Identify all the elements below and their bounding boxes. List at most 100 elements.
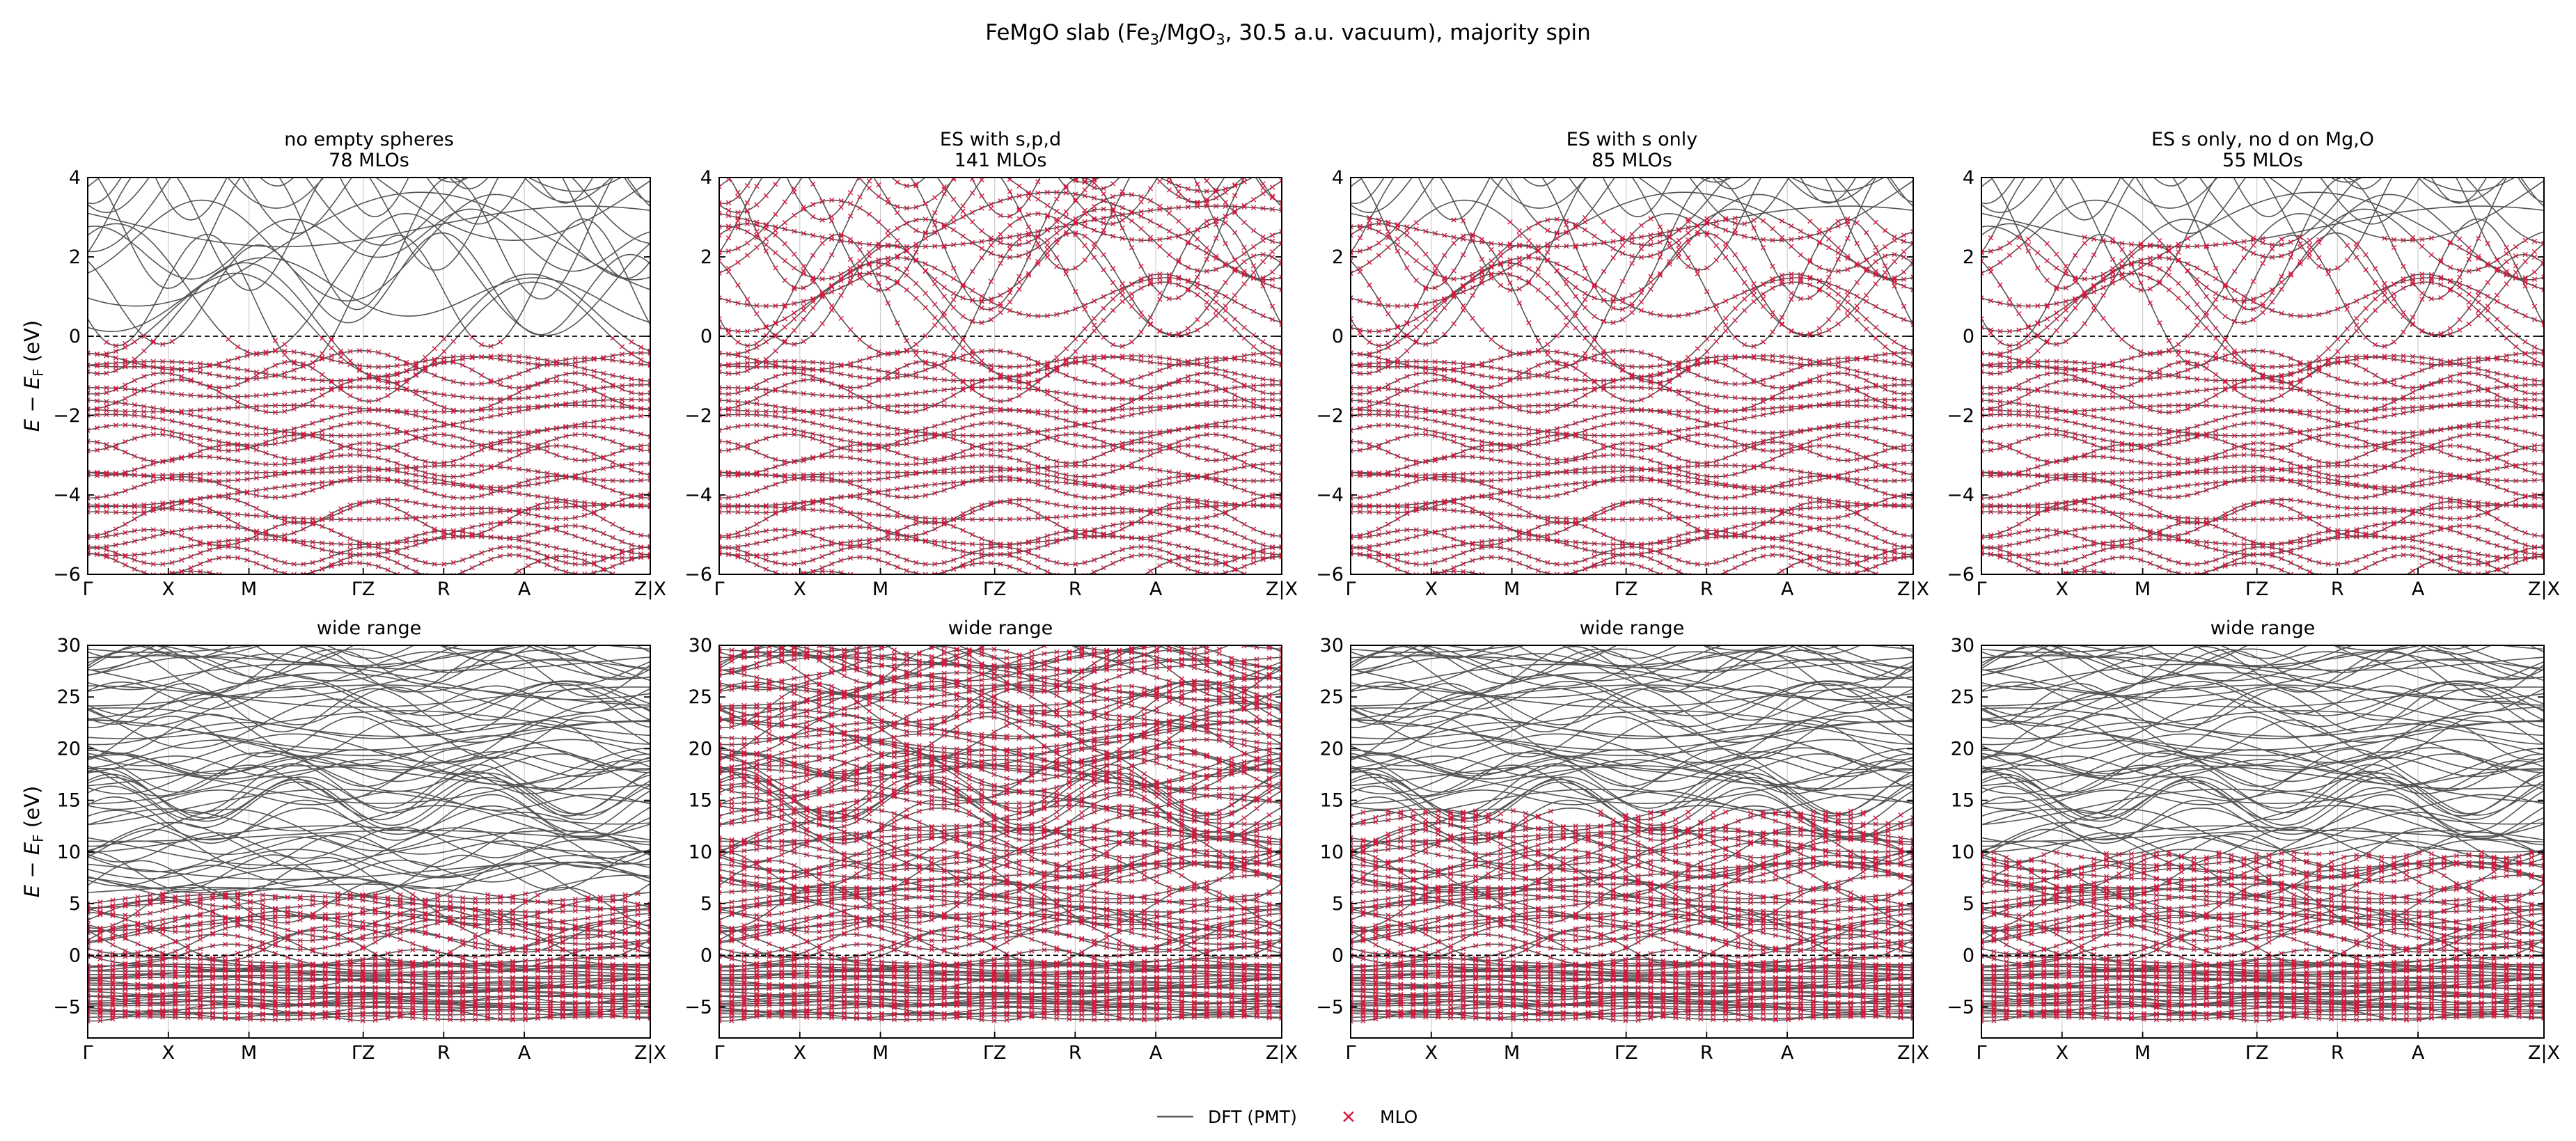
dft-band <box>1351 943 1913 969</box>
mlo-band <box>1535 214 1757 237</box>
dft-band <box>1981 989 2544 997</box>
x-tick-label: ΓZ <box>2245 1042 2269 1064</box>
mlo-band <box>1351 975 1913 991</box>
dft-band <box>88 645 650 653</box>
y-tick-label: 4 <box>1332 167 1344 189</box>
dft-band <box>2073 645 2413 666</box>
mlo-band <box>1351 348 1913 372</box>
mlo-band <box>1981 237 2544 347</box>
dft-band <box>88 763 650 815</box>
mlo-band <box>1981 381 2544 402</box>
mlo-band <box>1351 993 1913 1000</box>
dft-band <box>719 829 1282 843</box>
dft-band <box>1981 862 2544 881</box>
dft-band <box>1981 645 2544 685</box>
mlo-band <box>88 975 650 991</box>
mlo-band <box>719 178 1282 237</box>
x-tick-label: R <box>2331 579 2344 600</box>
x-tick-label: R <box>1700 579 1713 600</box>
dft-band <box>88 212 650 355</box>
dft-band <box>1981 856 2544 902</box>
mlo-band <box>88 1002 650 1010</box>
dft-band <box>88 178 650 253</box>
mlo-band <box>719 191 1282 304</box>
mlo-band <box>1981 849 2544 881</box>
mlo-band <box>719 443 1282 480</box>
axes-frame <box>87 177 651 575</box>
dft-band <box>719 962 1282 972</box>
mlo-band <box>1073 178 1097 185</box>
x-tick-label: A <box>1781 579 1794 600</box>
panel-title: wide range <box>948 617 1053 639</box>
dft-band <box>1351 850 1913 896</box>
dft-band <box>719 753 1282 778</box>
mlo-band <box>719 708 1282 741</box>
mlo-band <box>1351 860 1913 891</box>
dft-band <box>719 716 1282 763</box>
dft-band <box>88 753 650 778</box>
x-tick-label: X <box>162 579 175 600</box>
dft-band <box>1351 996 1913 998</box>
mlo-band <box>735 178 1247 312</box>
dft-band <box>1981 648 2544 679</box>
mlo-band <box>1423 808 1878 835</box>
dft-band <box>88 856 650 902</box>
mlo-band <box>1981 348 2544 387</box>
dft-band <box>88 672 650 723</box>
dft-band <box>1351 722 1913 746</box>
dft-band <box>1981 672 2544 723</box>
dft-band <box>88 349 650 385</box>
y-tick-label: 0 <box>1963 326 1974 347</box>
dft-band <box>1981 897 2544 920</box>
dft-band <box>88 648 650 679</box>
dft-band <box>1351 915 1913 951</box>
dft-band <box>808 645 1209 650</box>
dft-band <box>1351 874 1913 899</box>
dft-band <box>88 943 650 969</box>
dft-band <box>1351 753 1913 778</box>
y-axis-label: E − EF (eV) <box>20 786 47 897</box>
dft-band <box>1981 718 2544 751</box>
dft-band <box>144 645 599 659</box>
dft-band <box>811 645 1151 666</box>
dft-band <box>1351 990 1913 996</box>
dft-band <box>1981 218 2544 367</box>
dft-band <box>719 748 1282 793</box>
mlo-band <box>719 178 1282 293</box>
dft-band <box>1981 178 2544 242</box>
dft-band <box>88 257 650 333</box>
dft-band <box>1981 859 2544 887</box>
mlo-band <box>719 806 1282 853</box>
y-tick-label: 20 <box>1951 738 1974 760</box>
mlo-band <box>1351 270 1913 379</box>
x-tick-label: ΓZ <box>352 579 375 600</box>
dft-band <box>1439 645 1841 650</box>
dft-band <box>719 913 1282 934</box>
mlo-band <box>1351 443 1913 480</box>
x-tick-label: X <box>2056 1042 2069 1064</box>
dft-band <box>88 1009 650 1014</box>
x-tick-label: X <box>2056 579 2069 600</box>
legend-dft-label: DFT (PMT) <box>1208 1107 1297 1127</box>
dft-band <box>719 990 1282 996</box>
dft-band <box>88 645 650 685</box>
dft-band <box>88 886 650 904</box>
dft-band <box>1351 977 1913 989</box>
dft-band <box>1351 827 1913 869</box>
dft-band <box>88 974 650 980</box>
dft-band <box>1981 771 2544 821</box>
x-tick-label: M <box>2135 579 2151 600</box>
dft-band <box>88 827 650 869</box>
y-tick-label: 0 <box>1963 945 1974 966</box>
mlo-band <box>719 891 1282 927</box>
y-tick-label: 10 <box>57 842 81 863</box>
mlo-band <box>1351 375 1913 416</box>
dft-band <box>1351 645 1913 671</box>
dft-band <box>719 674 1282 718</box>
x-tick-label: R <box>437 579 450 600</box>
dft-band <box>527 178 622 192</box>
dft-band <box>88 977 650 989</box>
mlo-band <box>88 551 650 574</box>
panel-bottom-2: −5 0 5 10 15 20 25 30 Γ X M ΓZ R A Z|X wide range <box>684 617 1298 1064</box>
dft-band <box>88 681 650 715</box>
